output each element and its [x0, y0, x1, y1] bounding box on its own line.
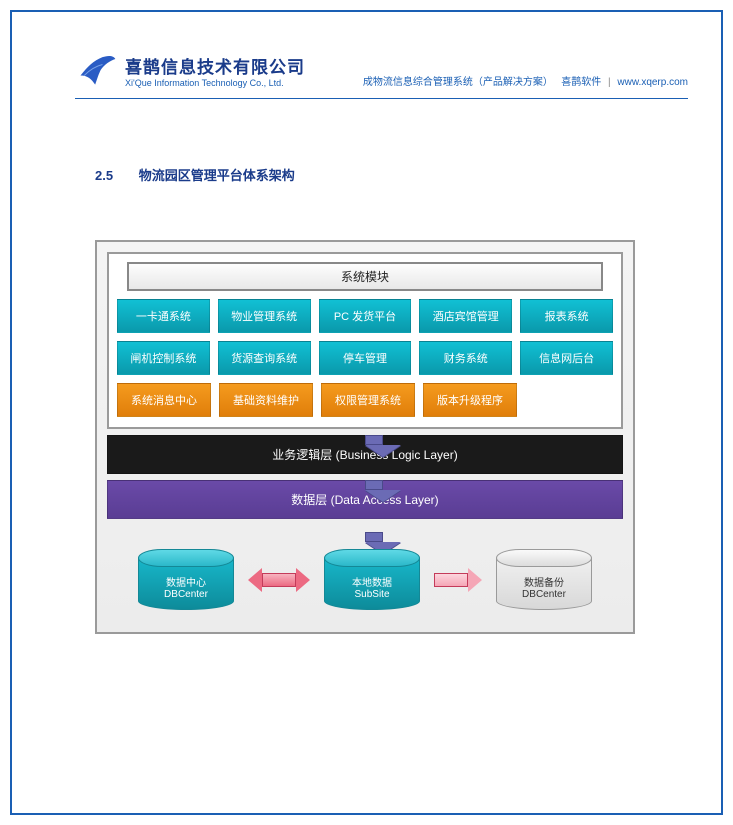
right-arrow-icon [434, 568, 482, 592]
company-name-cn: 喜鹊信息技术有限公司 [125, 53, 305, 78]
module-box: 货源查询系统 [218, 341, 311, 375]
section-heading: 2.5 物流园区管理平台体系架构 [95, 165, 295, 184]
db-sublabel: DBCenter [139, 589, 233, 600]
module-box: PC 发货平台 [319, 299, 412, 333]
modules-title: 系统模块 [127, 262, 603, 291]
architecture-diagram: 系统模块 一卡通系统物业管理系统PC 发货平台酒店宾馆管理报表系统闸机控制系统货… [95, 240, 635, 634]
database-row: 数据中心 DBCenter 本地数据 SubSite 数据备份 DBCenter [107, 541, 623, 614]
page-header: 喜鹊信息技术有限公司 Xi'Que Information Technology… [75, 48, 688, 99]
module-box: 基础资料维护 [219, 383, 313, 417]
module-box: 信息网后台 [520, 341, 613, 375]
company-name: 喜鹊信息技术有限公司 Xi'Que Information Technology… [125, 53, 305, 88]
company-name-en: Xi'Que Information Technology Co., Ltd. [125, 78, 305, 88]
system-modules-panel: 系统模块 一卡通系统物业管理系统PC 发货平台酒店宾馆管理报表系统闸机控制系统货… [107, 252, 623, 429]
bird-logo-icon [75, 48, 119, 92]
module-box: 闸机控制系统 [117, 341, 210, 375]
db-label: 数据中心 [139, 574, 233, 589]
module-box: 酒店宾馆管理 [419, 299, 512, 333]
db-label: 数据备份 [497, 574, 591, 589]
separator: | [608, 77, 611, 88]
module-row: 系统消息中心基础资料维护权限管理系统版本升级程序 [117, 383, 613, 417]
db-sublabel: SubSite [325, 589, 419, 600]
module-box: 一卡通系统 [117, 299, 210, 333]
module-box: 权限管理系统 [321, 383, 415, 417]
section-title-text: 物流园区管理平台体系架构 [139, 168, 295, 183]
module-spacer [525, 383, 613, 417]
header-breadcrumb: 成物流信息综合管理系统（产品解决方案） 喜鹊软件 | www.xqerp.com [363, 73, 688, 92]
db-subsite-cylinder: 本地数据 SubSite [324, 549, 420, 610]
db-label: 本地数据 [325, 574, 419, 589]
brand-name: 喜鹊软件 [561, 77, 601, 88]
module-box: 版本升级程序 [423, 383, 517, 417]
module-box: 物业管理系统 [218, 299, 311, 333]
section-number: 2.5 [95, 168, 113, 183]
module-row: 一卡通系统物业管理系统PC 发货平台酒店宾馆管理报表系统 [117, 299, 613, 333]
module-box: 报表系统 [520, 299, 613, 333]
module-row: 闸机控制系统货源查询系统停车管理财务系统信息网后台 [117, 341, 613, 375]
website-link[interactable]: www.xqerp.com [617, 77, 688, 88]
module-box: 停车管理 [319, 341, 412, 375]
module-box: 财务系统 [419, 341, 512, 375]
db-center-cylinder: 数据中心 DBCenter [138, 549, 234, 610]
db-sublabel: DBCenter [497, 589, 591, 600]
db-backup-cylinder: 数据备份 DBCenter [496, 549, 592, 610]
product-name: 成物流信息综合管理系统（产品解决方案） [363, 77, 553, 88]
module-box: 系统消息中心 [117, 383, 211, 417]
bidirectional-arrow-icon [248, 568, 310, 592]
